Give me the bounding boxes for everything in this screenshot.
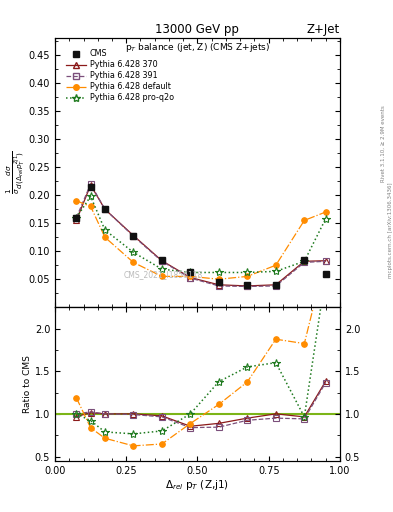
Text: CMS_2021_I1856118: CMS_2021_I1856118 [124, 270, 203, 280]
Y-axis label: Ratio to CMS: Ratio to CMS [23, 355, 32, 413]
Text: Rivet 3.1.10, ≥ 2.9M events: Rivet 3.1.10, ≥ 2.9M events [381, 105, 386, 182]
Legend: CMS, Pythia 6.428 370, Pythia 6.428 391, Pythia 6.428 default, Pythia 6.428 pro-: CMS, Pythia 6.428 370, Pythia 6.428 391,… [65, 48, 175, 104]
Text: p$_T$ balance (jet, Z) (CMS Z+jets): p$_T$ balance (jet, Z) (CMS Z+jets) [125, 41, 270, 54]
Y-axis label: $\frac{1}{\sigma}\frac{d\sigma}{d(\Delta_{rel}p_T^{Zj1})}$: $\frac{1}{\sigma}\frac{d\sigma}{d(\Delta… [5, 151, 27, 195]
X-axis label: $\Delta_{rel}$ p$_T$ (Z,j1): $\Delta_{rel}$ p$_T$ (Z,j1) [165, 478, 230, 493]
Text: Z+Jet: Z+Jet [307, 23, 340, 36]
Text: mcplots.cern.ch [arXiv:1306.3436]: mcplots.cern.ch [arXiv:1306.3436] [388, 183, 393, 278]
Text: 13000 GeV pp: 13000 GeV pp [154, 23, 239, 36]
